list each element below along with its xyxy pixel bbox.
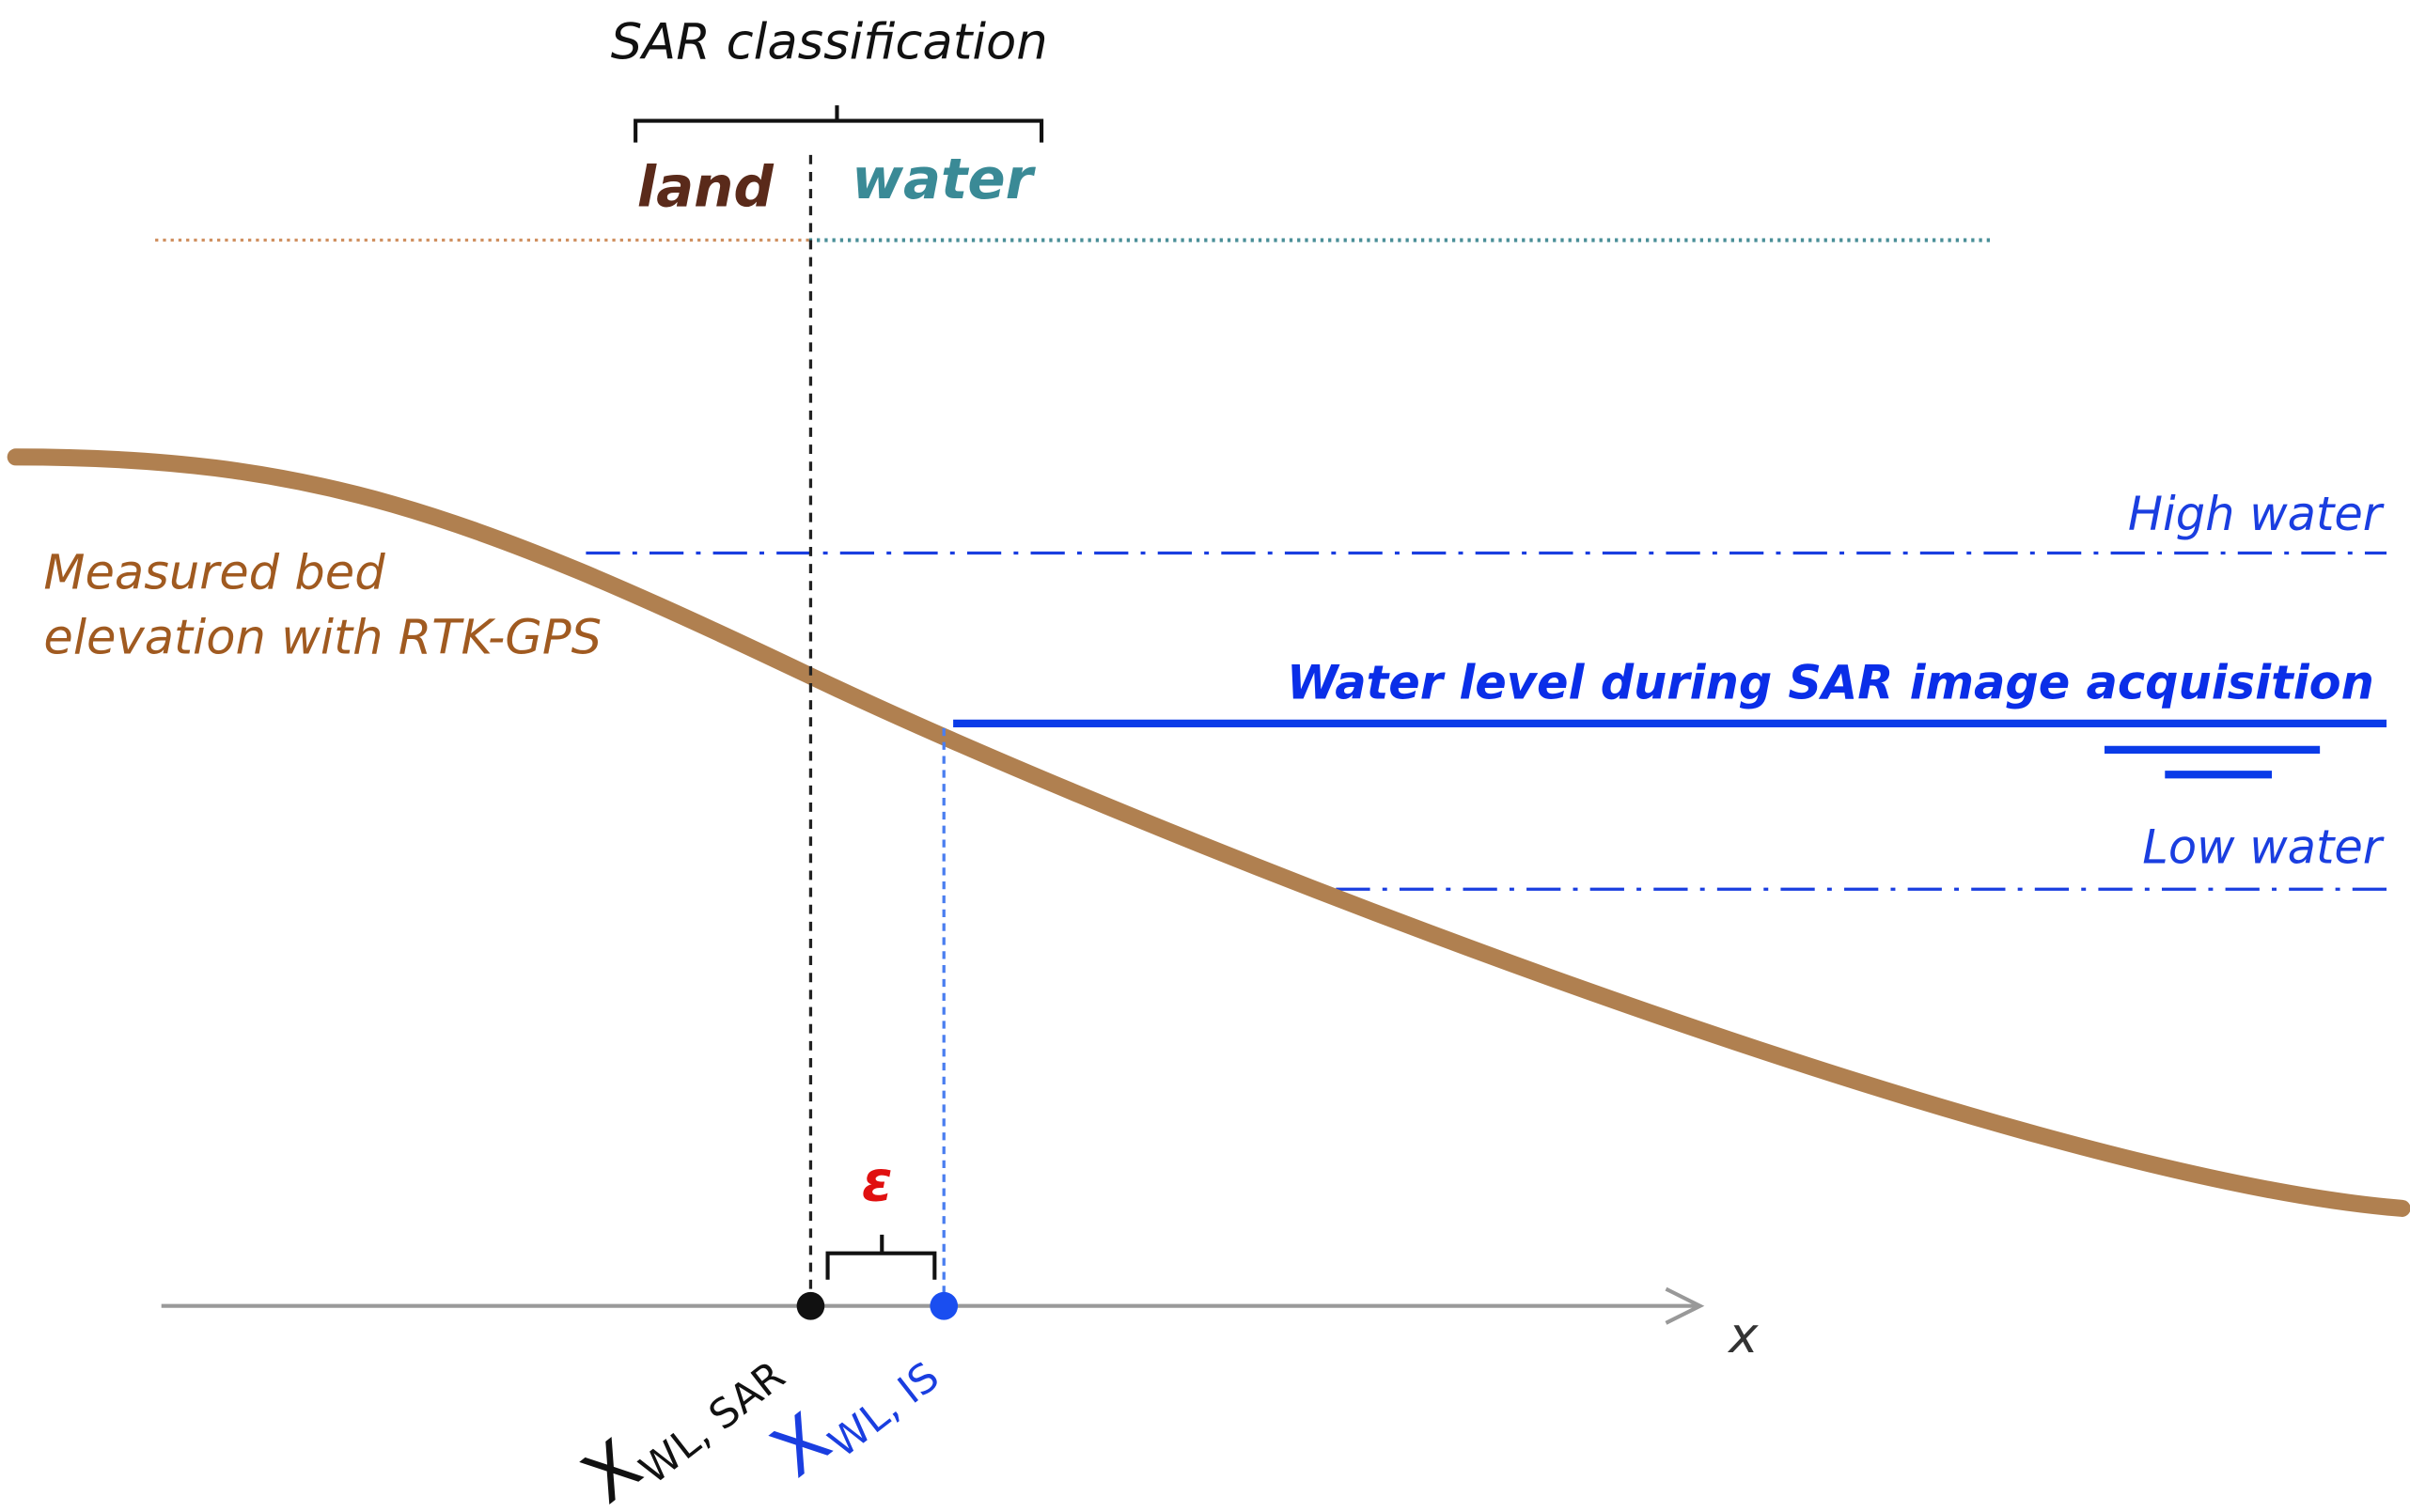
bed-label: elevation with RTK-GPS [43,611,602,666]
is-point [930,1291,959,1320]
land-label: land [637,154,775,219]
bed-label: Measured bed [43,545,385,600]
epsilon-brace [825,1234,937,1280]
x-wl-is-label: XWL, IS [757,1320,948,1497]
bed-profile [7,448,2410,1217]
classification-title: SAR classification [611,14,1048,71]
x-axis-label: x [1727,1307,1759,1364]
epsilon-label: ε [862,1149,893,1214]
x-wl-sar-label: XWL, SAR [567,1319,793,1512]
sar-water-label: Water level during SAR image acquisition [1287,656,2374,710]
sar-point [796,1291,825,1320]
x-axis-arrow [1665,1286,1705,1325]
high-water-label: High water [2128,487,2385,541]
low-water-label: Low water [2142,819,2384,874]
water-label: water [852,147,1036,211]
subscript: WL, IS [821,1353,948,1468]
classification-brace [634,105,1044,143]
